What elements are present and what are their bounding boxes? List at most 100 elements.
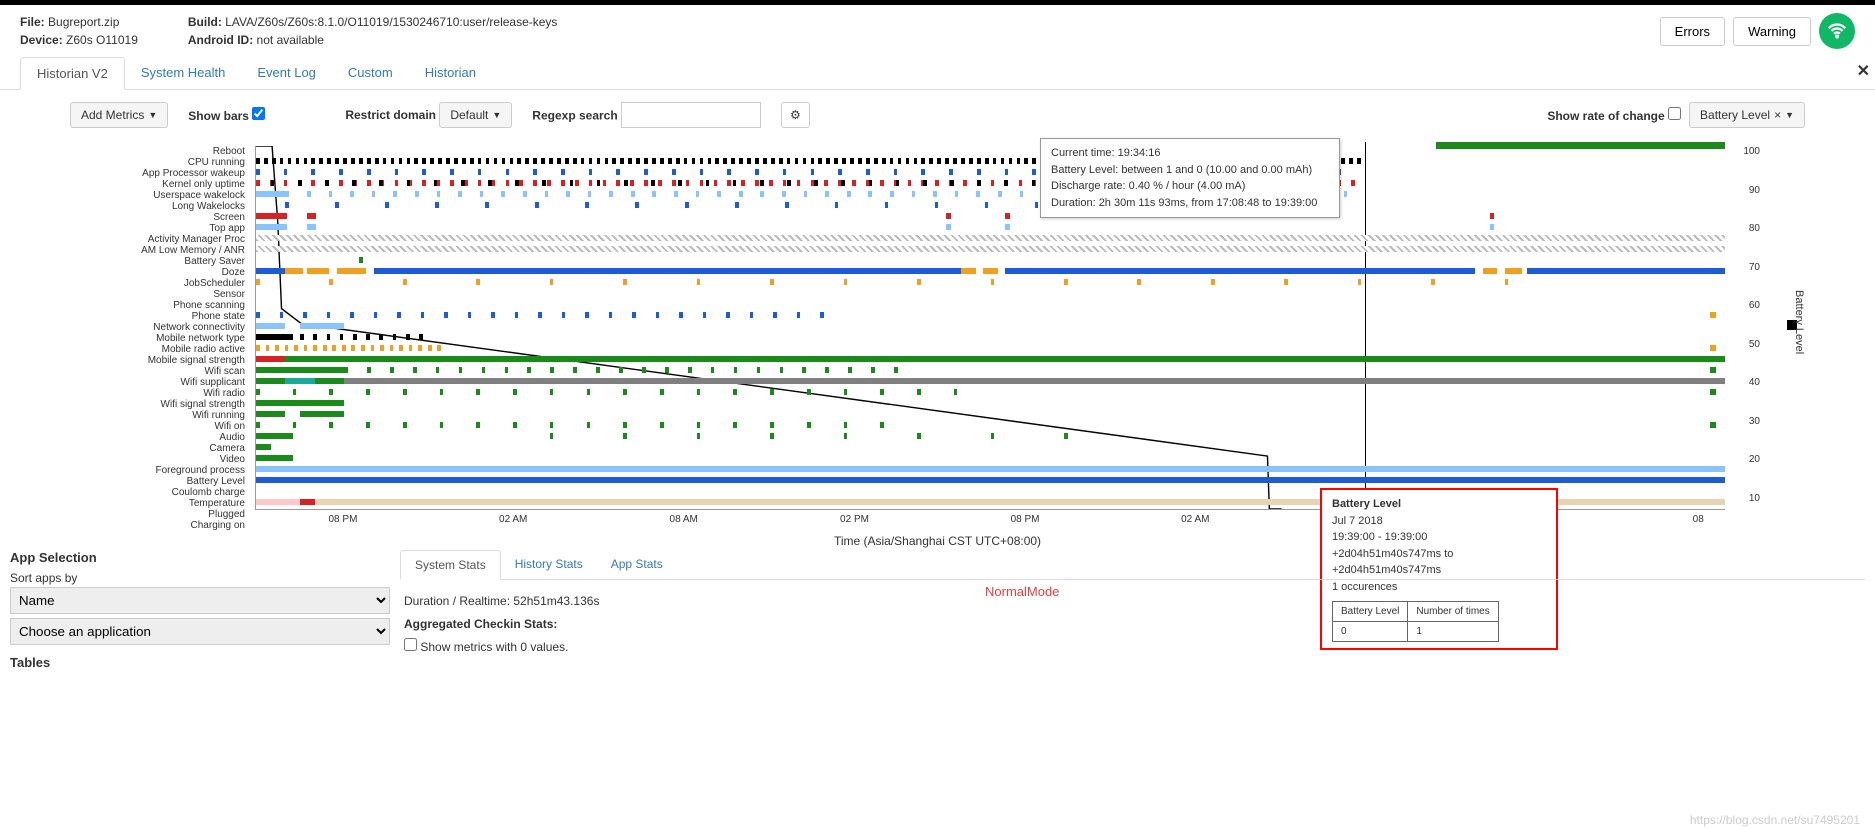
timeline-segment — [955, 191, 959, 197]
timeline-segment — [609, 312, 613, 318]
timeline-segment — [288, 158, 292, 164]
timeline-segment — [393, 334, 397, 340]
timeline-segment — [727, 169, 731, 175]
timeline-segment — [403, 279, 407, 285]
add-metrics-button[interactable]: Add Metrics ▼ — [70, 102, 168, 128]
timeline-segment — [880, 180, 884, 186]
timeline-segment — [391, 158, 395, 164]
sort-by-select[interactable]: Name — [10, 587, 390, 614]
timeline-segment — [616, 169, 620, 175]
y-tick: 10 — [1749, 493, 1760, 504]
timeline-segment — [344, 378, 1725, 384]
timeline-segment — [435, 202, 439, 208]
timeline-segment — [304, 345, 308, 351]
timeline-segment — [513, 389, 517, 395]
timeline-segment — [351, 345, 355, 351]
timeline-segment — [329, 422, 333, 428]
timeline-segment — [1358, 279, 1362, 285]
timeline-segment — [783, 180, 787, 186]
androidid-label: Android ID: — [188, 33, 253, 47]
timeline-segment — [674, 191, 678, 197]
x-tick: 08 PM — [329, 514, 358, 525]
tab-close-icon[interactable]: ✕ — [1857, 61, 1870, 81]
timeline-segment — [319, 158, 323, 164]
show-bars-checkbox[interactable] — [252, 107, 265, 120]
timeline-segment — [450, 169, 454, 175]
restrict-domain-select[interactable]: Default ▼ — [439, 102, 512, 128]
timeline-segment — [390, 345, 394, 351]
show-zero-checkbox[interactable] — [404, 638, 417, 651]
rate-change-checkbox[interactable] — [1668, 107, 1681, 120]
tab-app-stats[interactable]: App Stats — [597, 550, 677, 579]
timeline-segment — [1710, 312, 1716, 318]
timeline-segment — [1019, 180, 1023, 186]
timeline-segment — [337, 268, 366, 274]
timeline-segment — [706, 180, 710, 186]
x-tick: 02 AM — [1181, 514, 1209, 525]
timeline-segment — [393, 191, 397, 197]
timeline-segment — [658, 180, 662, 186]
timeline-segment — [501, 191, 505, 197]
tab-historian-v2[interactable]: Historian V2 — [20, 57, 125, 90]
timeline-segment — [825, 191, 829, 197]
timeline-segment — [672, 169, 676, 175]
timeline-segment — [587, 389, 591, 395]
timeline-segment — [339, 180, 343, 186]
tab-historian[interactable]: Historian — [409, 57, 492, 89]
gear-icon[interactable]: ⚙ — [781, 102, 810, 128]
row-label: JobScheduler — [20, 278, 245, 289]
tab-system-stats[interactable]: System Stats — [400, 550, 501, 580]
timeline-segment — [825, 477, 829, 483]
row-label: Temperature — [20, 498, 245, 509]
battery-level-select[interactable]: Battery Level × ▼ — [1689, 102, 1805, 128]
timeline-segment — [597, 180, 601, 186]
timeline-segment — [773, 312, 777, 318]
timeline-segment — [256, 433, 293, 439]
timeline-segment — [298, 180, 302, 186]
timeline-segment — [977, 169, 981, 175]
timeline-segment — [510, 158, 514, 164]
timeline-segment — [527, 367, 531, 373]
timeline-segment — [668, 158, 672, 164]
timeline-segment — [624, 180, 628, 186]
y-tick: 100 — [1743, 146, 1760, 157]
timeline-segment — [256, 466, 1725, 472]
timeline-segment — [623, 279, 627, 285]
timeline-segment — [950, 180, 954, 186]
timeline-segment — [256, 169, 260, 175]
timeline-segment — [550, 433, 554, 439]
tab-history-stats[interactable]: History Stats — [501, 550, 597, 579]
androidid-value: not available — [257, 33, 324, 47]
timeline-segment — [711, 367, 715, 373]
row-label: Battery Saver — [20, 256, 245, 267]
timeline-segment — [835, 202, 839, 208]
tab-event-log[interactable]: Event Log — [241, 57, 332, 89]
timeline-segment — [676, 158, 680, 164]
timeline-segment — [395, 180, 399, 186]
timeline-segment — [1137, 279, 1141, 285]
timeline-segment — [300, 323, 344, 329]
timeline-segment — [421, 312, 425, 318]
normal-mode-text: NormalMode — [985, 584, 1059, 599]
timeline-segment — [340, 334, 344, 340]
tab-system-health[interactable]: System Health — [125, 57, 242, 89]
timeline-segment — [342, 345, 346, 351]
timeline-segment — [280, 312, 284, 318]
timeline-segment — [961, 268, 976, 274]
choose-app-select[interactable]: Choose an application — [10, 618, 390, 645]
timeline-segment — [1064, 433, 1068, 439]
timeline-segment — [573, 158, 577, 164]
errors-button[interactable]: Errors — [1660, 17, 1725, 46]
timeline-segment — [946, 213, 950, 219]
row-label: Mobile radio active — [20, 344, 245, 355]
regexp-input[interactable] — [621, 102, 761, 128]
timeline-segment — [770, 433, 774, 439]
warning-button[interactable]: Warning — [1733, 17, 1811, 46]
tab-custom[interactable]: Custom — [332, 57, 409, 89]
timeline-segment — [256, 323, 285, 329]
timeline-segment — [436, 367, 440, 373]
timeline-segment — [587, 422, 591, 428]
watermark-text: https://blog.csdn.net/su7495201 — [1690, 813, 1860, 827]
timeline-segment — [502, 158, 506, 164]
row-label: Charging on — [20, 520, 245, 531]
